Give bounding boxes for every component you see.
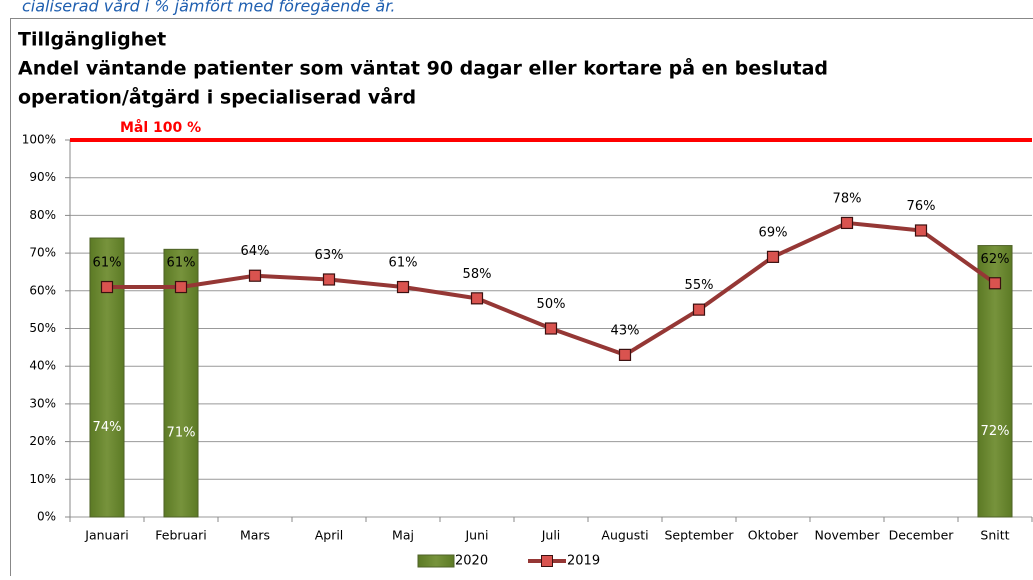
line-marker (546, 323, 557, 334)
line-marker (176, 282, 187, 293)
line-marker (472, 293, 483, 304)
line-marker (250, 270, 261, 281)
y-tick-label: 90% (29, 170, 56, 184)
x-tick-label: April (315, 528, 344, 543)
line-marker (620, 349, 631, 360)
bar-value-label: 71% (167, 426, 196, 441)
legend-label: 2020 (455, 554, 488, 569)
line-marker (102, 282, 113, 293)
chart-subtitle: operation/åtgärd i specialiserad vård (18, 85, 416, 109)
x-tick-label: September (664, 528, 734, 543)
caption: cialiserad vård i % jämfört med föregåen… (22, 0, 395, 16)
line-marker (990, 278, 1001, 289)
y-tick-label: 20% (29, 434, 56, 448)
line (107, 223, 995, 355)
line-value-label: 63% (315, 248, 344, 263)
line-marker (768, 251, 779, 262)
x-tick-label: Juni (464, 528, 488, 543)
x-tick-label: Maj (392, 528, 414, 543)
line-marker (398, 282, 409, 293)
x-tick-label: Augusti (601, 528, 648, 543)
bar-value-label: 74% (93, 420, 122, 435)
y-tick-label: 50% (29, 321, 56, 335)
line-value-label: 62% (981, 252, 1010, 267)
chart-subtitle: Andel väntande patienter som väntat 90 d… (18, 56, 828, 80)
x-tick-label: Februari (155, 528, 206, 543)
y-tick-label: 60% (29, 283, 56, 297)
x-tick-label: November (814, 528, 880, 543)
y-tick-label: 40% (29, 359, 56, 373)
line-value-label: 64% (241, 244, 270, 259)
y-tick-label: 80% (29, 208, 56, 222)
goal-label: Mål 100 % (120, 119, 201, 136)
line-value-label: 61% (389, 256, 418, 271)
y-tick-label: 70% (29, 246, 56, 260)
legend-marker (542, 556, 553, 567)
bar (90, 238, 124, 517)
line-value-label: 61% (93, 256, 122, 271)
line-marker (324, 274, 335, 285)
line-value-label: 61% (167, 256, 196, 271)
line-marker (842, 217, 853, 228)
line-value-label: 43% (611, 323, 640, 338)
line-value-label: 69% (759, 225, 788, 240)
y-tick-label: 100% (22, 133, 56, 147)
line-value-label: 50% (537, 297, 566, 312)
x-tick-label: Januari (84, 528, 128, 543)
y-tick-label: 30% (29, 396, 56, 410)
chart-title: Tillgänglighet (18, 29, 166, 51)
line-value-label: 58% (463, 267, 492, 282)
x-tick-label: Snitt (980, 528, 1009, 543)
x-tick-label: December (889, 528, 955, 543)
legend-swatch (418, 555, 454, 567)
line-value-label: 76% (907, 199, 936, 214)
line-marker (694, 304, 705, 315)
line-value-label: 55% (685, 278, 714, 293)
legend-label: 2019 (567, 554, 600, 569)
x-tick-label: Oktober (748, 528, 799, 543)
x-tick-label: Mars (240, 528, 270, 543)
line-value-label: 78% (833, 191, 862, 206)
x-tick-label: Juli (541, 528, 561, 543)
bar-value-label: 72% (981, 424, 1010, 439)
line-marker (916, 225, 927, 236)
y-tick-label: 10% (29, 472, 56, 486)
y-tick-label: 0% (37, 510, 56, 524)
